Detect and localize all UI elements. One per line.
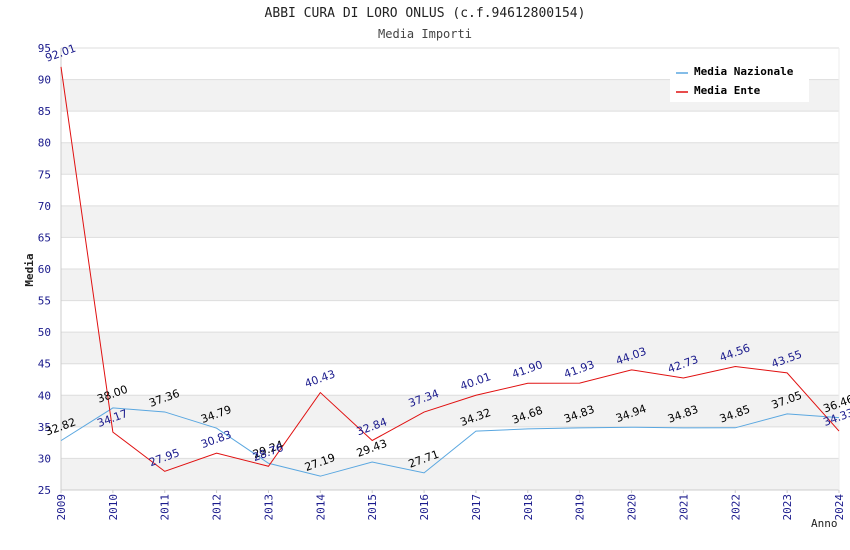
y-tick-label: 55 xyxy=(38,295,51,308)
y-tick-label: 75 xyxy=(38,168,51,181)
x-tick-label: 2021 xyxy=(677,494,690,521)
x-tick-label: 2017 xyxy=(470,494,483,521)
x-tick-label: 2011 xyxy=(159,494,172,521)
y-tick-label: 70 xyxy=(38,200,51,213)
plot-band xyxy=(61,174,839,206)
plot-band xyxy=(61,332,839,364)
x-tick-label: 2009 xyxy=(55,494,68,521)
plot-band xyxy=(61,237,839,269)
y-tick-label: 35 xyxy=(38,421,51,434)
x-axis-ticks: 2009 2010 2011 2012 2013 2014 2015 2016 2017 2018… xyxy=(55,490,846,521)
plot-band xyxy=(61,363,839,396)
axes xyxy=(60,48,840,491)
y-tick-label: 80 xyxy=(38,137,51,150)
y-tick-label: 50 xyxy=(38,326,51,339)
x-tick-label: 2023 xyxy=(781,494,794,521)
x-tick-label: 2019 xyxy=(574,494,587,521)
y-tick-label: 40 xyxy=(38,389,51,402)
y-tick-label: 45 xyxy=(38,358,51,371)
x-tick-label: 2020 xyxy=(626,494,639,521)
y-tick-label: 85 xyxy=(38,105,51,118)
plot-band xyxy=(61,111,839,143)
x-tick-label: 2013 xyxy=(262,494,275,521)
y-tick-label: 30 xyxy=(38,452,51,465)
plot-band xyxy=(61,205,839,238)
x-tick-label: 2012 xyxy=(211,494,224,521)
x-tick-label: 2014 xyxy=(314,494,327,521)
legend-label-media-ente: Media Ente xyxy=(694,84,761,97)
plot-band xyxy=(61,300,839,333)
y-tick-label: 60 xyxy=(38,263,51,276)
legend-box xyxy=(670,60,809,102)
x-tick-label: 2018 xyxy=(522,494,535,521)
plot-band xyxy=(61,142,839,175)
x-tick-label: 2022 xyxy=(729,494,742,521)
chart-title: ABBI CURA DI LORO ONLUS (c.f.94612800154… xyxy=(264,6,586,21)
y-tick-label: 90 xyxy=(38,74,51,87)
plot-band xyxy=(61,269,839,301)
y-tick-label: 25 xyxy=(38,484,51,497)
plot-band xyxy=(61,426,839,459)
series-line-media-nazionale xyxy=(60,407,840,477)
x-tick-label: 2015 xyxy=(366,494,379,521)
plot-band xyxy=(61,395,839,427)
y-tick-label: 65 xyxy=(38,231,51,244)
series-lines xyxy=(60,66,840,477)
x-axis-label: Anno xyxy=(811,517,838,530)
legend-label-media-nazionale: Media Nazionale xyxy=(694,65,794,78)
x-tick-label: 2010 xyxy=(107,494,120,521)
legend: Media Nazionale Media Ente xyxy=(670,60,809,102)
plot-background-bands xyxy=(61,48,839,490)
plot-band xyxy=(61,458,839,490)
y-tick-label: 95 xyxy=(38,42,51,55)
series-line-media-ente xyxy=(60,66,840,472)
x-tick-label: 2016 xyxy=(418,494,431,521)
y-axis-label: Media xyxy=(23,253,36,286)
y-axis-ticks: 25 30 35 40 45 50 55 60 65 70 75 80 85 90 95 xyxy=(38,42,51,497)
chart-subtitle: Media Importi xyxy=(378,27,472,41)
x-tick-label: 2024 xyxy=(833,494,846,521)
